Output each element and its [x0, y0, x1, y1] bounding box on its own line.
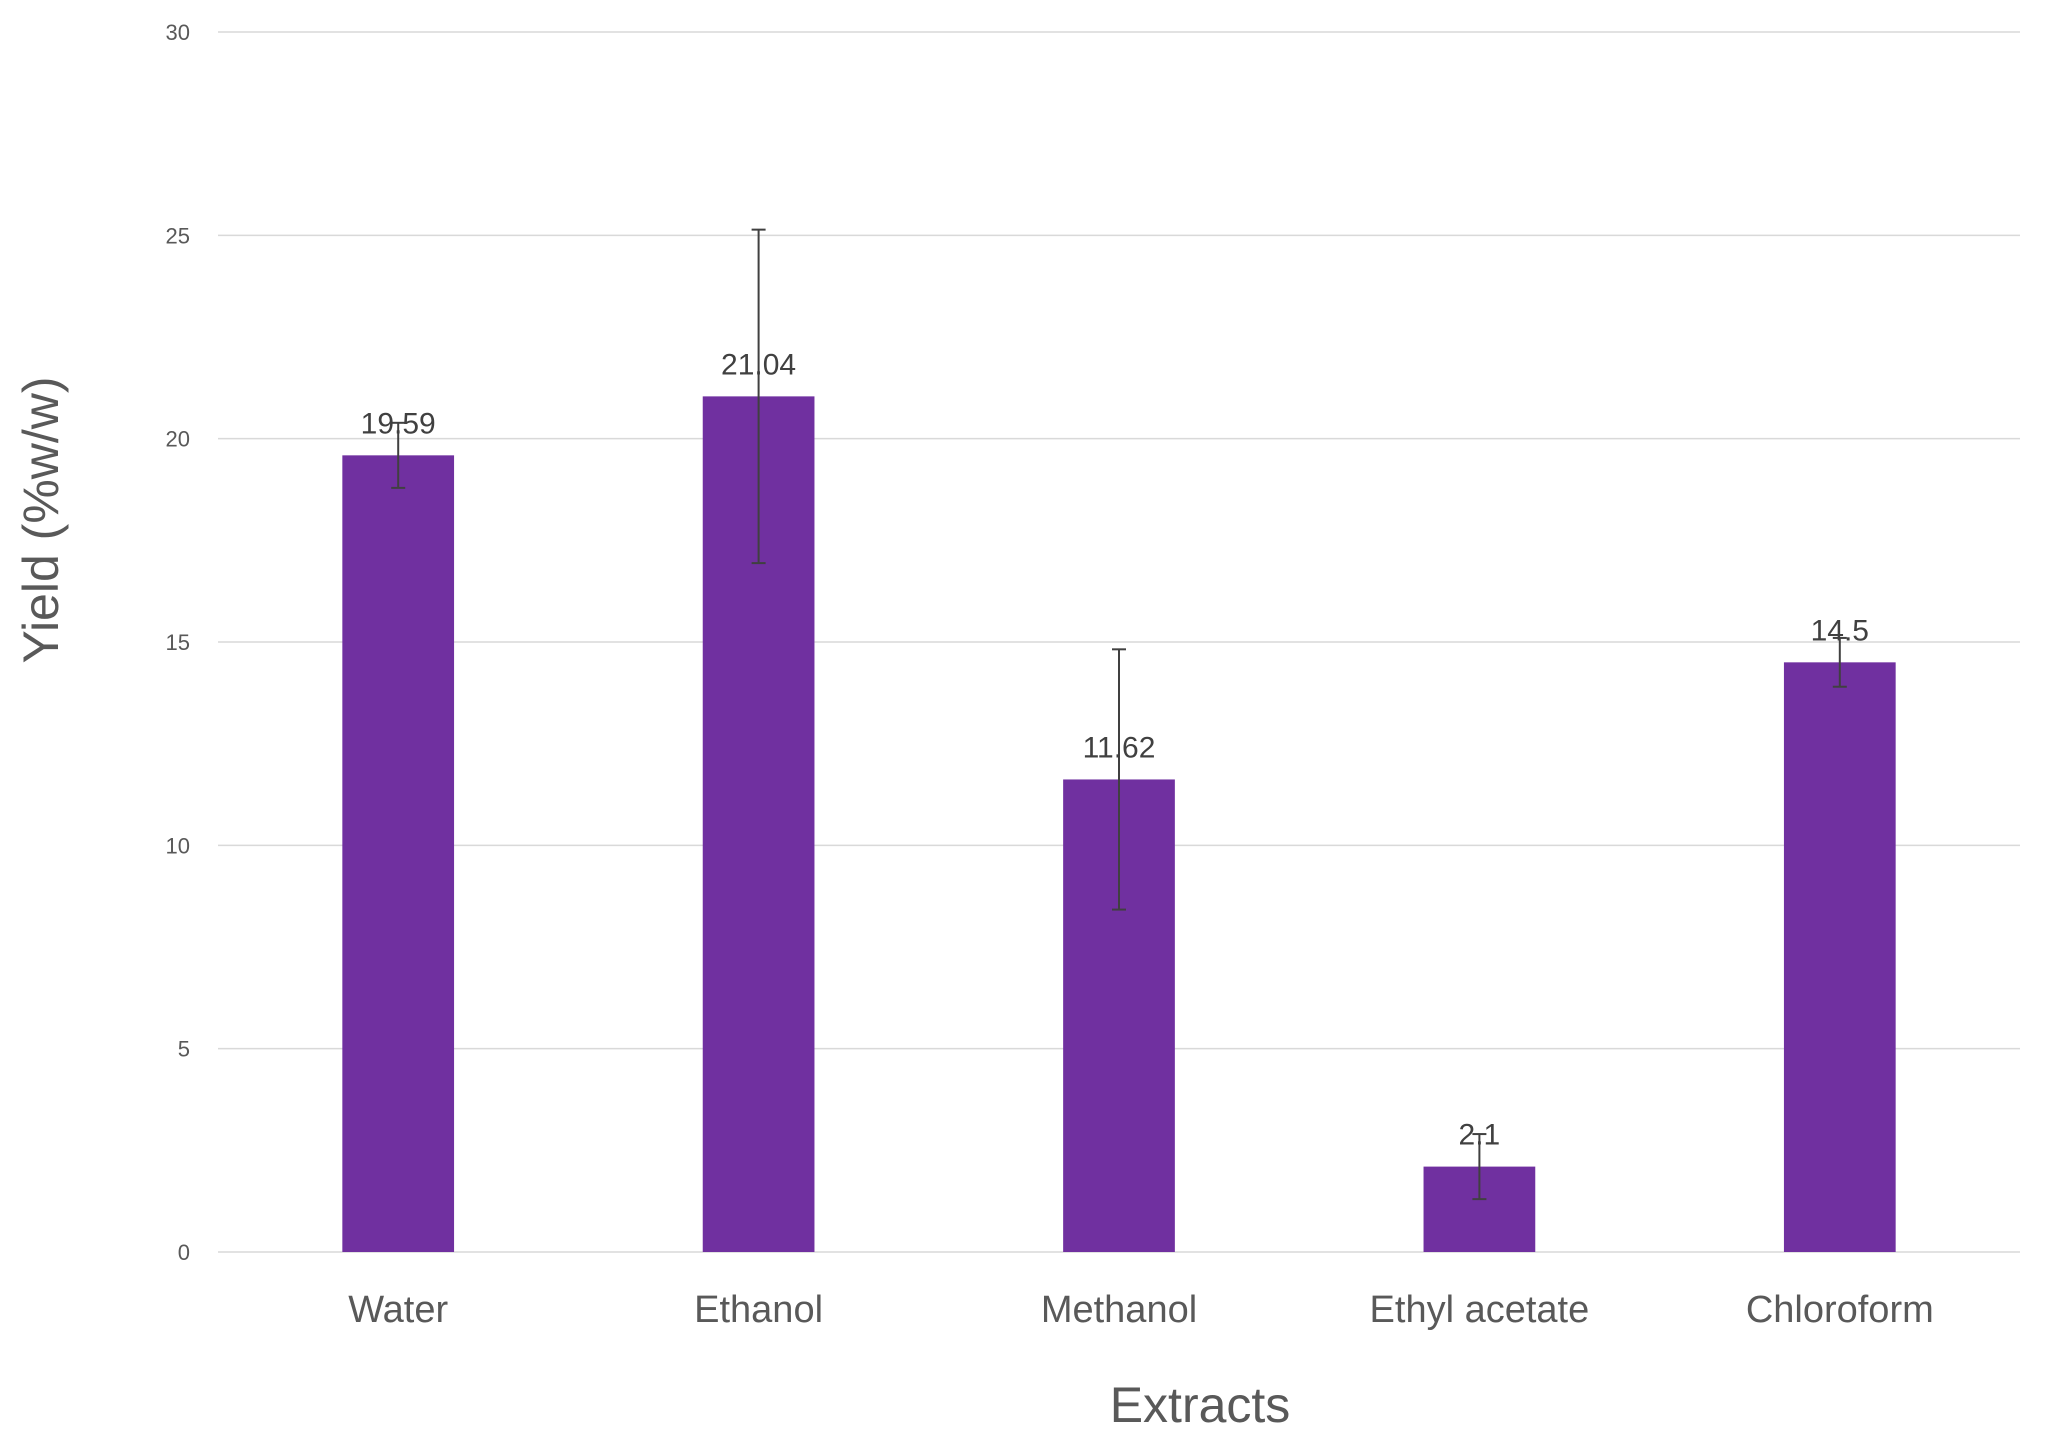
y-tick-label: 5 — [178, 1037, 190, 1062]
bar — [1783, 662, 1896, 1252]
error-bars — [391, 228, 1847, 1201]
x-category-label: Chloroform — [1746, 1289, 1934, 1331]
data-label: 14.5 — [1811, 614, 1869, 647]
y-tick-label: 25 — [166, 223, 190, 248]
x-category-label: Ethyl acetate — [1370, 1289, 1590, 1331]
x-axis-categories: Water Ethanol Methanol Ethyl acetate Chlorof… — [348, 1289, 1934, 1331]
y-tick-label: 20 — [166, 427, 190, 452]
x-category-label: Methanol — [1041, 1289, 1197, 1331]
x-category-label: Water — [348, 1289, 448, 1331]
x-axis-title: Extracts — [1110, 1377, 1291, 1433]
data-label: 2.1 — [1459, 1119, 1501, 1152]
data-label: 21.04 — [721, 348, 796, 381]
y-tick-label: 15 — [166, 630, 190, 655]
data-labels: 19.59 21.04 11.62 2.1 14.5 — [361, 348, 1869, 1151]
y-axis-title: Yield (%w/w) — [13, 376, 69, 663]
data-label: 11.62 — [1083, 731, 1156, 764]
x-category-label: Ethanol — [694, 1289, 823, 1331]
y-tick-label: 0 — [178, 1240, 190, 1265]
y-tick-label: 10 — [166, 833, 190, 858]
bar — [342, 455, 455, 1253]
y-axis-ticks: 0 5 10 15 20 25 30 — [166, 20, 190, 1265]
data-label: 19.59 — [361, 407, 436, 440]
y-tick-label: 30 — [166, 20, 190, 45]
